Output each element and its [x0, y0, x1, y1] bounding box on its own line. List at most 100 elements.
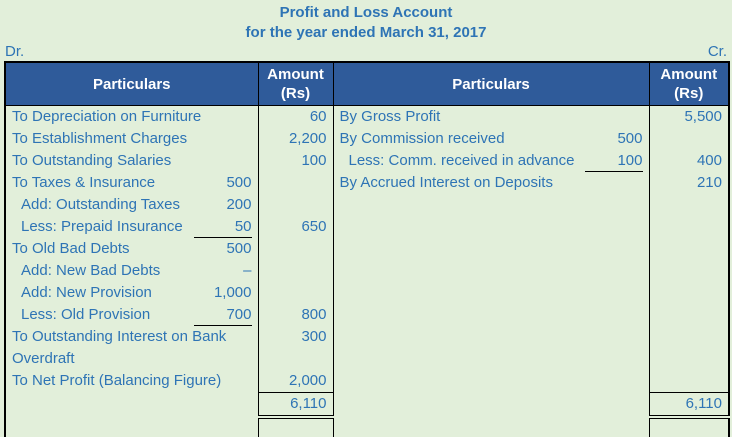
particulars-label [340, 194, 643, 216]
col-header-debit-particulars: Particulars [4, 61, 259, 106]
sub-amount: 700 [193, 304, 252, 326]
debit-amount-cell [257, 172, 334, 194]
particulars-label: By Accrued Interest on Deposits [339, 174, 553, 191]
credit-particulars-cell: Less: Comm. received in advance 100 [333, 150, 649, 172]
sub-amount: 100 [584, 150, 643, 172]
debit-particulars-cell: Less: Prepaid Insurance 50 [5, 216, 258, 238]
amount-label: Amount [660, 66, 718, 83]
table-row: To Taxes & Insurance 500 By Accrued Intere… [5, 172, 730, 194]
credit-particulars-cell [333, 216, 649, 238]
credit-amount-cell: 210 [648, 172, 730, 194]
credit-particulars-cell [333, 370, 649, 393]
credit-amount-cell [648, 238, 730, 260]
particulars-label: Add: New Bad Debts [21, 262, 161, 279]
credit-particulars-cell: By Gross Profit [333, 106, 649, 129]
particulars-label [340, 304, 643, 326]
table-row: Add: New Provision 1,000 [5, 282, 730, 304]
debit-particulars-cell: Less: Old Provision 700 [5, 304, 258, 326]
table-row: To Net Profit (Balancing Figure) 2,000 [5, 370, 730, 393]
debit-particulars-cell: To Old Bad Debts 500 [5, 238, 258, 260]
particulars-label: Add: New Provision [21, 284, 152, 301]
credit-amount-cell [648, 282, 730, 304]
debit-amount-cell [257, 348, 334, 370]
credit-amount-cell [648, 304, 730, 326]
credit-particulars-cell: By Accrued Interest on Deposits [333, 172, 649, 194]
debit-amount-cell [257, 417, 334, 437]
particulars-label: By Gross Profit [339, 108, 441, 125]
debit-amount-cell [257, 282, 334, 304]
particulars-label: To Old Bad Debts [12, 240, 130, 257]
particulars-label: To Establishment Charges [12, 130, 188, 147]
debit-amount-cell: 2,200 [257, 128, 334, 150]
particulars-label [340, 282, 643, 304]
debit-particulars-cell [5, 393, 258, 418]
debit-particulars-cell: To Outstanding Interest on Bank [5, 326, 258, 348]
debit-particulars-cell: Add: Outstanding Taxes 200 [5, 194, 258, 216]
table-row: Less: Old Provision 700 800 [5, 304, 730, 326]
particulars-label [340, 238, 643, 260]
sub-amount: 500 [617, 130, 643, 147]
debit-amount-cell: 2,000 [257, 370, 334, 393]
credit-particulars-cell [333, 417, 649, 437]
table-row: Add: New Bad Debts – [5, 260, 730, 282]
particulars-label: To Taxes & Insurance [12, 174, 156, 191]
debit-total-amount: 6,110 [257, 392, 334, 419]
particulars-label: By Commission received [339, 130, 505, 147]
debit-particulars-cell: To Outstanding Salaries [5, 150, 258, 172]
debit-amount-cell [257, 238, 334, 260]
report-subtitle: for the year ended March 31, 2017 [245, 24, 487, 41]
credit-amount-cell [648, 260, 730, 282]
table-row: To Depreciation on Furniture 60 By Gross P… [5, 105, 730, 129]
credit-amount-cell [648, 216, 730, 238]
particulars-label: To Outstanding Salaries [12, 152, 172, 169]
particulars-label [340, 260, 643, 282]
amount-unit-label: (Rs) [674, 85, 704, 102]
profit-loss-table: Particulars Amount (Rs) Particulars Amou… [4, 61, 730, 437]
table-row: Less: Prepaid Insurance 50 650 [5, 216, 730, 238]
debit-particulars-cell: To Taxes & Insurance 500 [5, 172, 258, 194]
credit-amount-cell: 400 [648, 150, 730, 172]
col-header-debit-amount: Amount (Rs) [257, 61, 334, 106]
debit-amount-cell: 100 [257, 150, 334, 172]
credit-particulars-cell [333, 194, 649, 216]
debit-amount-cell: 800 [257, 304, 334, 326]
particulars-label: Less: Comm. received in advance [348, 152, 575, 169]
credit-particulars-cell [333, 393, 649, 418]
dr-label: Dr. [5, 43, 25, 60]
debit-particulars-cell [5, 417, 258, 437]
table-body: To Depreciation on Furniture 60 By Gross P… [5, 105, 730, 393]
particulars-label [340, 370, 643, 392]
sub-amount: 500 [226, 174, 252, 191]
credit-particulars-cell: By Commission received 500 [333, 128, 649, 150]
credit-amount-cell: 5,500 [648, 105, 730, 128]
sub-amount: 50 [193, 216, 252, 238]
sub-amount: 1,000 [213, 284, 252, 301]
credit-amount-cell [648, 194, 730, 216]
credit-particulars-cell [333, 282, 649, 304]
table-row: Overdraft [5, 348, 730, 370]
credit-amount-cell [648, 417, 730, 437]
table-row: Add: Outstanding Taxes 200 [5, 194, 730, 216]
credit-amount-cell [648, 326, 730, 348]
particulars-label [340, 216, 643, 238]
table-header: Particulars Amount (Rs) Particulars Amou… [4, 61, 730, 106]
debit-particulars-cell: Add: New Provision 1,000 [5, 282, 258, 304]
particulars-label: To Outstanding Interest on Bank [12, 328, 227, 345]
empty-row [5, 417, 730, 437]
debit-amount-cell: 300 [257, 326, 334, 348]
credit-amount-cell [648, 348, 730, 370]
credit-amount-cell [648, 128, 730, 150]
credit-total-amount: 6,110 [648, 392, 730, 419]
total-row: 6,110 6,110 [5, 392, 730, 419]
table-row: To Outstanding Salaries 100 Less: Comm. re… [5, 150, 730, 172]
col-header-credit-particulars: Particulars [332, 61, 650, 106]
debit-particulars-cell: Add: New Bad Debts – [5, 260, 258, 282]
table-row: To Old Bad Debts 500 [5, 238, 730, 260]
report-title: Profit and Loss Account [279, 4, 453, 21]
credit-particulars-cell [333, 238, 649, 260]
debit-amount-cell [257, 260, 334, 282]
cr-label: Cr. [707, 43, 727, 60]
col-header-credit-amount: Amount (Rs) [648, 61, 730, 106]
debit-particulars-cell: To Depreciation on Furniture [5, 106, 258, 129]
particulars-label [340, 326, 643, 348]
